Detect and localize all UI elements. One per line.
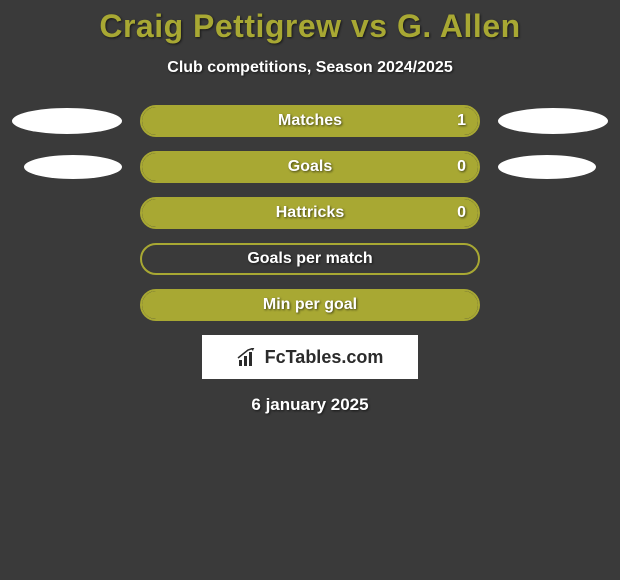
stat-label: Goals [288, 158, 332, 176]
date-label: 6 january 2025 [0, 395, 620, 415]
page-title: Craig Pettigrew vs G. Allen [0, 8, 620, 45]
stat-row-goals-per-match: Goals per match [6, 243, 614, 275]
stat-row-hattricks: Hattricks 0 [6, 197, 614, 229]
stat-row-goals: Goals 0 [6, 151, 614, 183]
stat-label: Hattricks [276, 204, 344, 222]
left-ellipse [24, 155, 122, 179]
stat-bar: Min per goal [140, 289, 480, 321]
logo-text: FcTables.com [265, 347, 384, 368]
subtitle: Club competitions, Season 2024/2025 [0, 59, 620, 77]
stat-label: Matches [278, 112, 342, 130]
comparison-infographic: Craig Pettigrew vs G. Allen Club competi… [0, 0, 620, 415]
logo-box: FcTables.com [202, 335, 418, 379]
stat-row-min-per-goal: Min per goal [6, 289, 614, 321]
stat-value: 0 [457, 204, 466, 222]
stat-value: 1 [457, 112, 466, 130]
chart-icon [237, 348, 259, 366]
right-ellipse [498, 155, 596, 179]
stat-bar: Hattricks 0 [140, 197, 480, 229]
left-ellipse [12, 108, 122, 134]
stat-row-matches: Matches 1 [6, 105, 614, 137]
stat-bar: Goals per match [140, 243, 480, 275]
stat-value: 0 [457, 158, 466, 176]
stat-label: Goals per match [247, 250, 372, 268]
stats-section: Matches 1 Goals 0 Hattricks 0 [0, 105, 620, 321]
right-ellipse [498, 108, 608, 134]
stat-label: Min per goal [263, 296, 357, 314]
stat-bar: Matches 1 [140, 105, 480, 137]
stat-bar: Goals 0 [140, 151, 480, 183]
